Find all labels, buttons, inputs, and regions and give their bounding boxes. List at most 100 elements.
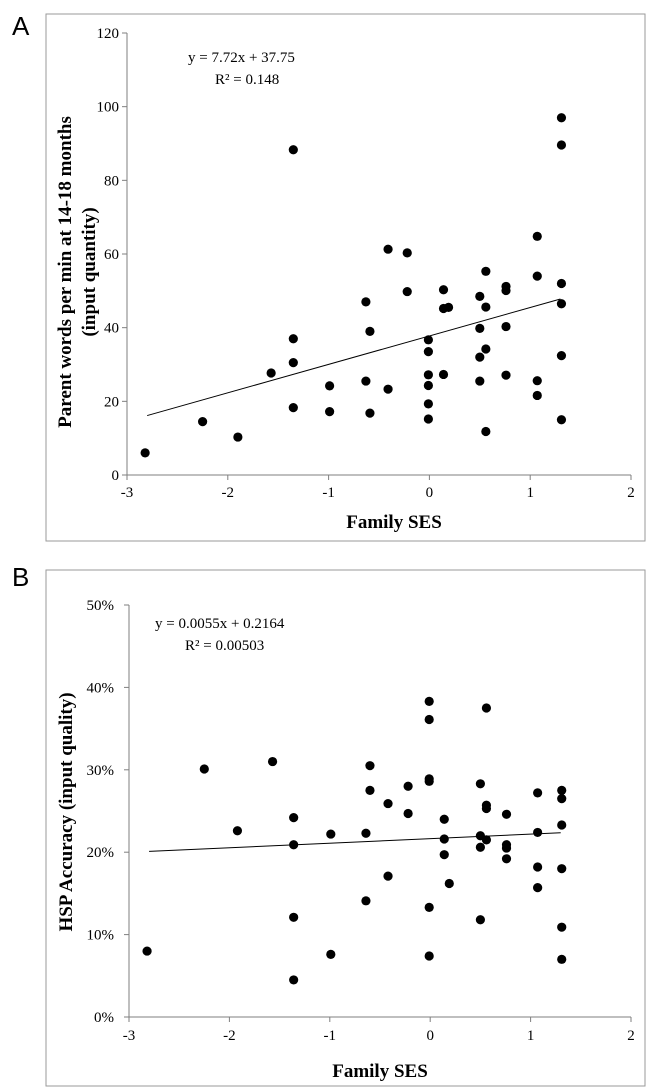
panel-b-data-point bbox=[475, 842, 485, 852]
panel-a-data-point bbox=[556, 351, 567, 361]
panel-b-data-point bbox=[557, 864, 567, 874]
panel-a-trendline bbox=[147, 298, 561, 417]
panel-b-data-point bbox=[475, 779, 485, 789]
panel-b-data-point bbox=[424, 696, 434, 707]
panel-b-data-point bbox=[289, 912, 299, 922]
panel-a-data-point bbox=[481, 302, 491, 312]
panel-b-data-point bbox=[289, 975, 299, 985]
panel-a-data-point bbox=[288, 358, 298, 368]
panel-b-y-tick-label: 20% bbox=[87, 845, 115, 861]
panel-b-data-point bbox=[289, 812, 299, 823]
panel-b-x-tick-label: -1 bbox=[324, 1028, 337, 1044]
panel-b-data-point bbox=[481, 703, 492, 713]
panel-a-data-point bbox=[481, 426, 491, 437]
panel-b-letter: B bbox=[12, 562, 29, 592]
panel-a-data-point bbox=[475, 291, 485, 301]
panel-a-data-point bbox=[556, 299, 567, 309]
panel-a-data-point bbox=[288, 402, 298, 413]
panel-b-data-point bbox=[424, 714, 434, 725]
panel-a-data-point bbox=[475, 323, 485, 334]
panel-a-data-point bbox=[402, 286, 412, 297]
panel-a-y-tick-label: 0 bbox=[112, 468, 120, 484]
panel-b-data-point bbox=[326, 949, 336, 959]
panel-b-data-point bbox=[533, 862, 543, 872]
panel-b-x-axis-title: Family SES bbox=[332, 1061, 428, 1082]
panel-a-x-tick-label: 1 bbox=[526, 485, 534, 501]
panel-a-y-tick-label: 120 bbox=[97, 26, 120, 42]
panel-b-data-point bbox=[326, 829, 336, 839]
panel-a-data-point bbox=[556, 113, 567, 123]
panel-b-data-point bbox=[439, 834, 449, 844]
panel-b-data-point bbox=[439, 814, 449, 824]
panel-b-y-tick-label: 30% bbox=[87, 763, 115, 779]
panel-b-data-point bbox=[403, 808, 413, 819]
panel-b-data-point bbox=[424, 902, 434, 913]
panel-a-data-point bbox=[475, 376, 485, 386]
panel-a-data-point bbox=[423, 380, 433, 391]
panel-a-y-tick-label: 40 bbox=[104, 321, 119, 337]
panel-b-data-point bbox=[424, 776, 434, 786]
panel-b-data-point bbox=[481, 835, 492, 845]
panel-b-data-point bbox=[361, 828, 371, 838]
panel-a-data-point bbox=[402, 248, 412, 258]
panel-b-y-tick-label: 50% bbox=[87, 598, 115, 614]
panel-a-y-tick-label: 80 bbox=[104, 173, 119, 189]
panel-a-data-point bbox=[266, 368, 276, 378]
panel-a-y-tick-label: 60 bbox=[104, 247, 119, 263]
panel-a-data-point bbox=[365, 326, 375, 336]
panel-b-equation: y = 0.0055x + 0.2164 bbox=[155, 616, 285, 632]
panel-b-data-point bbox=[501, 809, 512, 819]
chart-panel-a: 0 20 40 60 80 100 120 -3 -2 -1 0 1 2 bbox=[97, 26, 635, 501]
panel-b-data-point bbox=[424, 951, 434, 961]
panel-a-data-point bbox=[423, 399, 433, 409]
panel-a-data-point bbox=[532, 390, 542, 401]
panel-a-data-point bbox=[140, 448, 150, 458]
panel-a-data-point bbox=[288, 334, 298, 344]
panel-b-r-squared: R² = 0.00503 bbox=[185, 638, 264, 654]
panel-a-data-point bbox=[365, 408, 375, 418]
panel-a-x-tick-label: -2 bbox=[222, 485, 235, 501]
panel-b-x-tick-label: 1 bbox=[527, 1028, 535, 1044]
panel-a-frame bbox=[45, 13, 646, 542]
panel-b-data-point bbox=[501, 843, 512, 853]
panel-b-data-point bbox=[365, 785, 375, 796]
panel-b-data-point bbox=[533, 883, 543, 893]
panel-b-x-tick-label: 2 bbox=[627, 1028, 635, 1044]
panel-a-r-squared: R² = 0.148 bbox=[215, 72, 279, 88]
panel-b-x-tick-label: 0 bbox=[426, 1028, 434, 1044]
panel-a-data-point bbox=[481, 344, 491, 354]
panel-a-y-axis-title-line2: (input quantity) bbox=[79, 207, 100, 336]
panel-a-x-tick-label: 0 bbox=[426, 485, 434, 501]
panel-a-data-point bbox=[556, 140, 567, 150]
panel-a-data-point bbox=[423, 370, 433, 380]
panel-a-data-point bbox=[475, 352, 485, 362]
panel-a-data-point bbox=[423, 335, 433, 345]
panel-b-data-point bbox=[557, 785, 567, 796]
panel-a-letter: A bbox=[12, 11, 30, 41]
panel-b-x-tick-label: -3 bbox=[123, 1028, 136, 1044]
panel-a-data-point bbox=[383, 384, 393, 394]
panel-a-data-point bbox=[481, 266, 491, 276]
panel-a-data-point bbox=[438, 369, 449, 380]
panel-b-data-point bbox=[267, 756, 278, 767]
panel-b-data-point bbox=[533, 827, 543, 838]
panel-a-data-point bbox=[501, 285, 511, 296]
panel-a-data-point bbox=[443, 302, 454, 313]
panel-b-data-point bbox=[361, 896, 371, 906]
panel-b-data-point bbox=[403, 781, 413, 791]
panel-b-y-axis-title: HSP Accuracy (input quality) bbox=[56, 692, 77, 931]
panel-b-x-tick-label: -2 bbox=[223, 1028, 236, 1044]
panel-a-data-point bbox=[361, 376, 371, 386]
panel-b-y-tick-label: 40% bbox=[87, 680, 115, 696]
panel-b-data-point bbox=[383, 798, 393, 809]
panel-b-data-point bbox=[142, 946, 152, 956]
panel-b-data-point bbox=[439, 850, 449, 860]
panel-a-data-point bbox=[556, 415, 567, 425]
panel-a-data-point bbox=[361, 297, 371, 307]
panel-a-data-point bbox=[532, 231, 542, 241]
panel-b-trendline bbox=[149, 832, 561, 852]
panel-a-y-tick-label: 20 bbox=[104, 394, 119, 410]
panel-b-data-point bbox=[501, 854, 512, 864]
panel-b-data-point bbox=[481, 803, 492, 814]
panel-b-data-point bbox=[557, 954, 567, 964]
